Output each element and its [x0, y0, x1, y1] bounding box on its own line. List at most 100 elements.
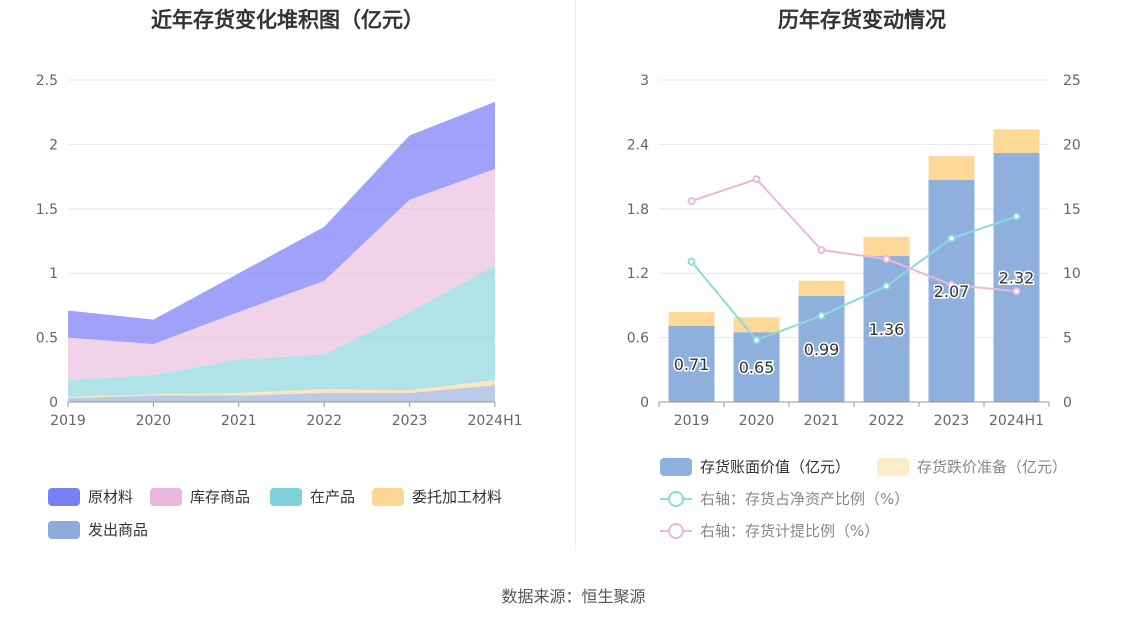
area-series-0 — [68, 385, 495, 402]
left-legend-item[interactable]: 原材料 — [48, 486, 133, 507]
area-series-1 — [68, 380, 495, 399]
legend-label: 委托加工材料 — [412, 488, 503, 506]
left-x-tick-label: 2024H1 — [467, 413, 522, 429]
legend-swatch — [372, 487, 404, 506]
line-point-0 — [882, 282, 891, 291]
left-y-tick-label: 0.5 — [36, 331, 58, 347]
bar-impairment-reserve — [798, 280, 845, 296]
bar-book-value — [993, 152, 1040, 402]
right-x-tick-label: 2021 — [804, 413, 840, 429]
right-y2-tick-label: 20 — [1063, 137, 1081, 153]
left-legend-item[interactable]: 在产品 — [270, 486, 355, 507]
bar-data-label: 2.07 — [934, 282, 970, 301]
area-series-2 — [68, 265, 495, 397]
line-point-0 — [817, 311, 826, 320]
right-y-tick-label: 3 — [640, 73, 649, 89]
right-y2-tick-label: 15 — [1063, 202, 1081, 218]
legend-label: 右轴：存货计提比例（%） — [700, 522, 880, 540]
legend-swatch — [660, 490, 692, 508]
right-y-tick-label: 2.4 — [627, 137, 649, 153]
panel-divider — [575, 0, 576, 550]
right-x-tick-label: 2019 — [674, 413, 710, 429]
line-point-1 — [687, 197, 696, 206]
line-point-1 — [882, 255, 891, 264]
left-y-tick-label: 1 — [49, 266, 58, 282]
bar-data-label: 0.65 — [739, 358, 775, 377]
line-series-1 — [691, 178, 1017, 293]
area-series-4 — [68, 101, 495, 345]
legend-label: 存货跌价准备（亿元） — [917, 458, 1068, 476]
left-x-tick-label: 2021 — [221, 413, 257, 429]
right-x-tick-label: 2024H1 — [989, 413, 1044, 429]
legend-label: 存货账面价值（亿元） — [700, 458, 851, 476]
legend-label: 在产品 — [310, 488, 356, 506]
left-x-tick-label: 2022 — [306, 413, 342, 429]
bar-impairment-reserve — [733, 317, 780, 333]
right-y2-tick-label: 10 — [1063, 266, 1081, 282]
legend-label: 库存商品 — [190, 488, 251, 506]
left-legend-item[interactable]: 发出商品 — [48, 519, 148, 540]
bar-impairment-reserve — [928, 156, 975, 180]
legend-swatch — [48, 487, 80, 506]
stacked-area-chart: 0 0.5 1 1.5 2 2.5 2019 2020 2021 2022 2023 2024H1 — [36, 73, 523, 429]
bar-book-value — [668, 325, 715, 402]
right-legend-item[interactable]: 右轴：存货占净资产比例（%） — [660, 488, 909, 509]
bar-impairment-reserve — [668, 311, 715, 326]
bar-data-label: 0.71 — [674, 355, 710, 374]
right-legend-item[interactable]: 存货跌价准备（亿元） — [877, 456, 1067, 477]
right-legend-item[interactable]: 右轴：存货计提比例（%） — [660, 520, 879, 541]
line-series-0 — [690, 215, 1017, 342]
right-x-tick-label: 2023 — [934, 413, 970, 429]
line-point-0 — [947, 234, 956, 243]
legend-swatch — [660, 457, 692, 476]
right-y2-tick-label: 0 — [1063, 395, 1072, 411]
inventory-change-chart-panel: 历年存货变动情况 0 0.6 1.2 1.8 2.4 3 0 5 10 15 20 25 2019 202… — [577, 0, 1147, 550]
left-x-tick-label: 2019 — [50, 413, 86, 429]
right-y-tick-label: 1.2 — [627, 266, 649, 282]
right-x-tick-label: 2020 — [739, 413, 775, 429]
right-y-tick-label: 1.8 — [627, 202, 649, 218]
stacked-area-chart-panel: 近年存货变化堆积图（亿元） 0 0.5 1 1.5 2 2.5 2019 2020 2021 20… — [0, 0, 575, 550]
data-source-note: 数据来源：恒生聚源 — [501, 587, 646, 606]
line-point-1 — [947, 280, 956, 289]
bar-impairment-reserve — [863, 236, 910, 257]
line-point-0 — [687, 257, 696, 266]
left-y-tick-label: 0 — [49, 395, 58, 411]
legend-label: 发出商品 — [88, 521, 149, 539]
left-x-tick-label: 2023 — [392, 413, 428, 429]
legend-swatch — [270, 487, 302, 506]
line-point-1 — [817, 246, 826, 255]
left-y-tick-label: 2.5 — [36, 73, 58, 89]
left-y-tick-label: 1.5 — [36, 202, 58, 218]
line-point-1 — [1012, 287, 1021, 296]
legend-swatch — [48, 520, 80, 539]
legend-swatch — [660, 522, 692, 540]
left-chart-title: 近年存货变化堆积图（亿元） — [151, 8, 424, 32]
right-chart-title: 历年存货变动情况 — [778, 8, 946, 32]
right-y2-tick-label: 5 — [1063, 331, 1072, 347]
line-point-1 — [752, 175, 761, 184]
bar-data-label: 0.99 — [804, 340, 840, 359]
right-x-tick-label: 2022 — [869, 413, 905, 429]
left-y-tick-label: 2 — [49, 137, 58, 153]
bar-book-value — [928, 179, 975, 402]
left-legend-item[interactable]: 委托加工材料 — [372, 486, 502, 507]
bar-book-value — [863, 256, 910, 402]
right-y-tick-label: 0 — [640, 395, 649, 411]
bar-data-label: 2.32 — [999, 268, 1035, 287]
legend-label: 右轴：存货占净资产比例（%） — [700, 490, 910, 508]
legend-swatch — [877, 457, 909, 476]
line-point-0 — [1012, 212, 1021, 221]
right-y2-tick-label: 25 — [1063, 73, 1081, 89]
right-legend-item[interactable]: 存货账面价值（亿元） — [660, 456, 850, 477]
area-series-3 — [68, 168, 495, 381]
bar-impairment-reserve — [993, 129, 1040, 153]
right-y-tick-label: 0.6 — [627, 331, 649, 347]
left-x-tick-label: 2020 — [136, 413, 172, 429]
bar-line-combo-chart: 0 0.6 1.2 1.8 2.4 3 0 5 10 15 20 25 2019 2020 2021 2022… — [627, 73, 1081, 429]
legend-label: 原材料 — [88, 488, 134, 506]
legend-swatch — [150, 487, 182, 506]
left-legend-item[interactable]: 库存商品 — [150, 486, 250, 507]
line-point-0 — [752, 336, 761, 345]
bar-data-label: 1.36 — [869, 320, 905, 339]
